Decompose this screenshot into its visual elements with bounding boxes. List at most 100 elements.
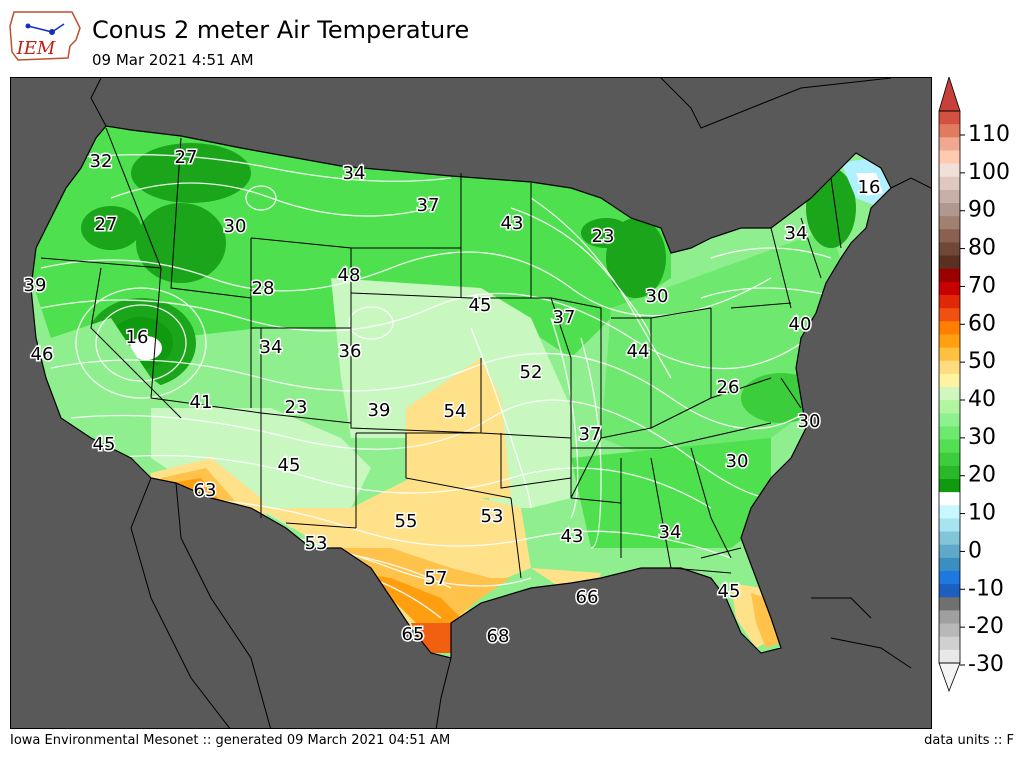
- colorbar-segment: [939, 426, 960, 441]
- colorbar-tick-label: -20: [968, 614, 1004, 639]
- colorbar-segment: [939, 636, 960, 651]
- colorbar-segment: [939, 360, 960, 375]
- temperature-label: 54: [444, 401, 467, 422]
- temperature-label: 40: [789, 314, 812, 335]
- temperature-label: 16: [126, 327, 149, 348]
- colorbar-segment: [939, 216, 960, 230]
- colorbar-segment: [939, 492, 960, 506]
- iem-logo: IEM: [9, 11, 81, 61]
- colorbar-tick-label: 60: [968, 311, 996, 336]
- temperature-label: 48: [338, 265, 361, 286]
- temperature-label: 65: [402, 624, 425, 645]
- temperature-label: 53: [305, 533, 328, 554]
- temperature-label: 32: [90, 151, 113, 172]
- temperature-label: 45: [93, 434, 116, 455]
- colorbar-segment: [939, 584, 960, 598]
- logo-text: IEM: [16, 38, 56, 59]
- temperature-label: 37: [579, 424, 602, 445]
- colorbar-segment: [939, 479, 960, 493]
- colorbar-segment: [939, 610, 960, 625]
- colorbar-segment: [939, 242, 960, 257]
- colorbar-segment: [939, 557, 960, 572]
- colorbar-segment: [939, 229, 960, 243]
- temperature-label: 45: [718, 581, 741, 602]
- state-borders: [40, 127, 842, 579]
- temperature-label: 39: [368, 400, 391, 421]
- temperature-label: 52: [520, 362, 543, 383]
- colorbar-tick-label: -30: [968, 652, 1004, 677]
- colorbar-tick-label: 0: [968, 538, 982, 563]
- temperature-label: 26: [717, 377, 740, 398]
- temperature-label: 23: [285, 397, 308, 418]
- temperature-label: 55: [395, 511, 418, 532]
- footer-units: data units :: F: [924, 733, 1014, 748]
- temperature-label: 30: [224, 216, 247, 237]
- temperature-label: 43: [501, 213, 524, 234]
- colorbar-segment: [939, 544, 960, 559]
- colorbar-tick-label: 70: [968, 273, 996, 298]
- colorbar-segment: [939, 505, 960, 519]
- temperature-label: 34: [659, 522, 682, 543]
- page-title: Conus 2 meter Air Temperature: [92, 16, 470, 44]
- colorbar-segment: [939, 623, 960, 638]
- colorbar-segment: [939, 334, 960, 349]
- temperature-label: 68: [487, 626, 510, 647]
- colorbar-segment: [939, 571, 960, 585]
- temperature-label: 27: [175, 147, 198, 168]
- colorbar-segment: [939, 268, 960, 283]
- temperature-label: 45: [278, 455, 301, 476]
- colorbar-segment: [939, 176, 960, 191]
- temperature-label: 30: [646, 286, 669, 307]
- colorbar-tick-label: 80: [968, 236, 996, 261]
- temperature-label: 53: [481, 506, 504, 527]
- colorbar-segments: [939, 111, 960, 664]
- map-canvas: 32 27 34 37 43 23 16 27 30 34 39 28 48 45 37 30 40 46 16 34…: [22, 78, 931, 728]
- colorbar-tick-label: 10: [968, 501, 996, 526]
- colorbar-segment: [939, 255, 960, 270]
- colorbar-segment: [939, 387, 960, 401]
- colorbar-segment: [939, 518, 960, 533]
- temperature-label: 39: [24, 275, 47, 296]
- colorbar-segment: [939, 308, 960, 322]
- temperature-label: 57: [425, 568, 448, 589]
- temperature-labels: 32 27 34 37 43 23 16 27 30 34 39 28 48 45 37 30 40 46 16 34…: [22, 146, 882, 649]
- temperature-label: 41: [190, 392, 213, 413]
- colorbar-tick-label: 30: [968, 425, 996, 450]
- colorbar-segment: [939, 597, 960, 611]
- colorbar-tick-label: 100: [968, 160, 1010, 185]
- colorbar-segment: [939, 373, 960, 388]
- colorbar-tick-label: -10: [968, 576, 1004, 601]
- temperature-label: 46: [31, 344, 54, 365]
- footer-credit: Iowa Environmental Mesonet :: generated …: [10, 733, 451, 748]
- temperature-label: 28: [252, 278, 275, 299]
- colorbar-segment: [939, 400, 960, 414]
- colorbar-segment: [939, 203, 960, 217]
- page-subtitle: 09 Mar 2021 4:51 AM: [92, 51, 254, 69]
- temperature-map: 32 27 34 37 43 23 16 27 30 34 39 28 48 45 37 30 40 46 16 34…: [10, 77, 932, 729]
- temperature-fill: [31, 126, 891, 658]
- colorbar-segment: [939, 452, 960, 467]
- temperature-label: 36: [339, 341, 362, 362]
- temperature-label: 34: [260, 337, 283, 358]
- colorbar-segment: [939, 111, 960, 125]
- colorbar-min-arrow: [938, 662, 961, 693]
- colorbar-segment: [939, 439, 960, 454]
- temperature-label: 37: [417, 195, 440, 216]
- temperature-label: 34: [785, 223, 808, 244]
- colorbar-segment: [939, 347, 960, 362]
- temperature-label: 34: [343, 163, 366, 184]
- temperature-label: 44: [627, 341, 650, 362]
- colorbar-segment: [939, 413, 960, 427]
- temperature-label: 23: [592, 226, 615, 247]
- colorbar-segment: [939, 137, 960, 151]
- temperature-label: 30: [798, 411, 821, 432]
- colorbar-tick-label: 90: [968, 198, 996, 223]
- colorbar-segment: [939, 124, 960, 138]
- temperature-label: 45: [469, 295, 492, 316]
- colorbar-segment: [939, 649, 960, 664]
- colorbar-tick-label: 40: [968, 387, 996, 412]
- colorbar-segment: [939, 295, 960, 309]
- colorbar-max-arrow: [938, 77, 961, 112]
- temperature-label: 63: [194, 480, 217, 501]
